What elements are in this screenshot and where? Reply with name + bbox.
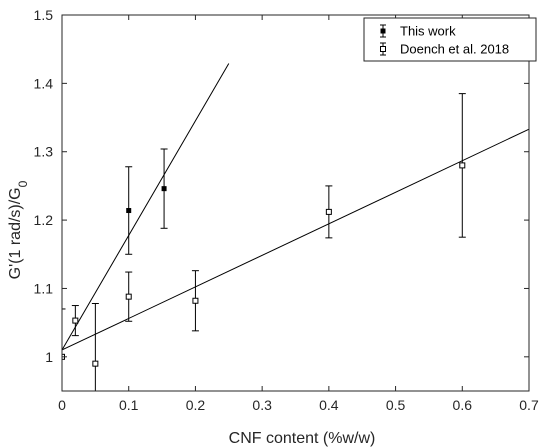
legend-marker-1 bbox=[380, 46, 386, 52]
axes-layer: 0 0.1 0.2 0.3 0.4 0.5 0.6 0.7 1 1.1 1.2 1.3 1.4 1.5 bbox=[34, 7, 539, 413]
fit-line-1 bbox=[62, 128, 529, 351]
x-tick-label-3: 0.3 bbox=[252, 397, 272, 413]
x-tick-label-4: 0.4 bbox=[319, 397, 339, 413]
legend-entry-this-work: This work bbox=[380, 24, 456, 39]
x-tick-label-5: 0.5 bbox=[386, 397, 406, 413]
y-tick-label-0: 1 bbox=[45, 349, 53, 365]
data-point-0-2 bbox=[161, 186, 167, 192]
x-tick-label-7: 0.7 bbox=[519, 397, 539, 413]
x-tick-label-2: 0.2 bbox=[186, 397, 206, 413]
axes-frame bbox=[61, 14, 530, 392]
data-point-0-1 bbox=[126, 208, 132, 214]
data-point-1-6 bbox=[459, 162, 466, 169]
y-axis-title-subscript: 0 bbox=[16, 180, 30, 187]
legend-marker-0 bbox=[380, 28, 386, 34]
y-tick-label-1: 1.1 bbox=[34, 280, 54, 296]
x-tick-label-1: 0.1 bbox=[119, 397, 139, 413]
data-point-1-2 bbox=[92, 360, 99, 367]
data-point-1-1 bbox=[72, 317, 79, 324]
fit-line-0 bbox=[62, 63, 230, 351]
plot-layer bbox=[62, 63, 529, 391]
y-tick-label-2: 1.2 bbox=[34, 212, 54, 228]
legend: This work Doench et al. 2018 bbox=[363, 17, 537, 62]
legend-box bbox=[363, 17, 537, 62]
legend-label-0: This work bbox=[400, 24, 456, 39]
x-tick-label-6: 0.6 bbox=[453, 397, 473, 413]
legend-entry-doench: Doench et al. 2018 bbox=[380, 42, 509, 57]
y-tick-label-3: 1.3 bbox=[34, 144, 54, 160]
x-tick-label-0: 0 bbox=[58, 397, 66, 413]
y-axis-title: G'(1 rad/s)/G0 bbox=[7, 180, 30, 279]
legend-label-1: Doench et al. 2018 bbox=[400, 42, 509, 57]
y-tick-label-5: 1.5 bbox=[34, 7, 54, 23]
y-axis-title-main: G'(1 rad/s)/G bbox=[7, 187, 24, 279]
y-tick-label-4: 1.4 bbox=[34, 75, 54, 91]
data-point-1-5 bbox=[325, 208, 332, 215]
x-axis-title: CNF content (%w/w) bbox=[229, 430, 376, 447]
data-point-1-4 bbox=[192, 297, 199, 304]
data-point-1-3 bbox=[125, 293, 132, 300]
